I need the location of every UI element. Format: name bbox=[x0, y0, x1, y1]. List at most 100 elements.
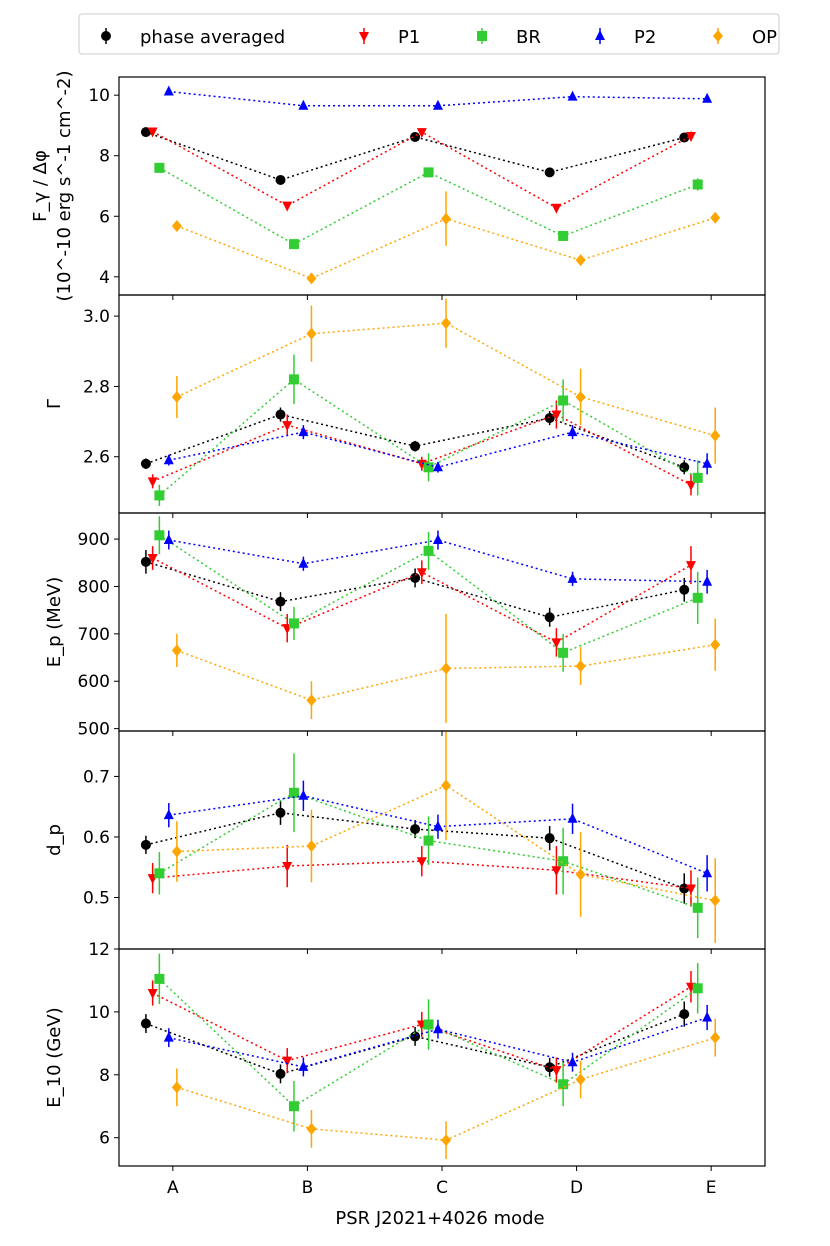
data-point bbox=[692, 902, 703, 913]
data-point bbox=[702, 457, 713, 468]
data-point bbox=[685, 561, 696, 572]
data-point bbox=[306, 1122, 317, 1135]
series-p2 bbox=[163, 425, 713, 475]
data-point bbox=[558, 856, 569, 867]
data-point bbox=[432, 820, 443, 831]
data-point bbox=[423, 167, 434, 178]
data-point bbox=[423, 545, 434, 556]
series-line bbox=[152, 130, 692, 209]
data-point bbox=[551, 410, 562, 421]
data-point bbox=[140, 556, 151, 567]
series-line bbox=[168, 90, 708, 107]
data-point bbox=[140, 458, 151, 469]
data-point bbox=[685, 884, 696, 895]
y-axis-label: d_p bbox=[44, 824, 65, 856]
y-tick-label: 800 bbox=[78, 577, 110, 597]
series-op bbox=[171, 613, 721, 723]
y-tick-label: 6 bbox=[99, 1129, 110, 1149]
data-point bbox=[679, 462, 690, 473]
legend-entry-0: phase averaged bbox=[101, 27, 285, 48]
y-axis-label: F_γ / Δφ bbox=[30, 150, 51, 222]
data-point bbox=[702, 575, 713, 586]
data-point bbox=[288, 618, 299, 629]
series-line bbox=[145, 131, 685, 181]
data-point bbox=[423, 835, 434, 846]
data-point bbox=[154, 973, 165, 984]
data-point bbox=[567, 426, 578, 437]
data-point bbox=[147, 989, 158, 1000]
data-point bbox=[275, 409, 286, 420]
data-point bbox=[154, 530, 165, 541]
data-point bbox=[575, 868, 586, 881]
series-p1 bbox=[147, 971, 696, 1083]
series-line bbox=[152, 557, 692, 644]
y-tick-label: 12 bbox=[88, 940, 110, 960]
data-point bbox=[551, 1066, 562, 1077]
panel-frame bbox=[118, 512, 766, 732]
data-point bbox=[282, 1056, 293, 1067]
data-point bbox=[171, 1081, 182, 1094]
panel-3: 0.5 0.6 0.7 d_p bbox=[44, 730, 766, 954]
data-point bbox=[306, 694, 317, 707]
series-line bbox=[145, 811, 685, 890]
data-point bbox=[154, 868, 165, 879]
data-point bbox=[692, 472, 703, 483]
legend: phase averaged P1 BR P2 OP bbox=[78, 13, 780, 55]
data-point bbox=[551, 638, 562, 649]
data-point bbox=[575, 254, 586, 267]
y-tick-label: 10 bbox=[88, 1003, 110, 1023]
data-point bbox=[558, 647, 569, 658]
y-tick-label: 700 bbox=[78, 625, 110, 645]
data-point bbox=[551, 203, 562, 214]
data-point bbox=[432, 461, 443, 472]
series-p2 bbox=[163, 530, 713, 594]
y-tick-label: 600 bbox=[78, 672, 110, 692]
series-p2 bbox=[163, 85, 713, 110]
series-p1 bbox=[147, 127, 696, 214]
legend-label: phase averaged bbox=[140, 27, 285, 48]
data-point bbox=[163, 454, 174, 465]
data-point bbox=[416, 568, 427, 579]
y-tick-label: 6 bbox=[99, 207, 110, 227]
legend-label: BR bbox=[516, 27, 541, 48]
series-phase-averaged bbox=[140, 127, 690, 185]
data-point bbox=[171, 644, 182, 657]
data-point bbox=[679, 584, 690, 595]
data-point bbox=[558, 1079, 569, 1090]
series-line bbox=[158, 978, 699, 1108]
data-point bbox=[544, 167, 555, 178]
series-line bbox=[168, 539, 708, 583]
data-point bbox=[282, 862, 293, 873]
series-line bbox=[145, 1013, 685, 1075]
y-tick-label: 900 bbox=[78, 530, 110, 550]
series-line bbox=[159, 167, 698, 245]
data-point bbox=[147, 127, 158, 138]
series-line bbox=[158, 534, 698, 654]
series-line bbox=[168, 1016, 708, 1068]
data-point bbox=[441, 662, 452, 675]
data-point bbox=[544, 413, 555, 424]
data-point bbox=[306, 272, 317, 285]
legend-label: OP bbox=[752, 27, 777, 48]
data-point bbox=[679, 1009, 690, 1020]
data-point bbox=[702, 92, 713, 103]
series-br bbox=[154, 516, 703, 672]
data-point bbox=[306, 327, 317, 340]
data-point bbox=[163, 85, 174, 96]
y-tick-label: 8 bbox=[99, 147, 110, 167]
legend-label: P1 bbox=[398, 27, 420, 48]
data-point bbox=[567, 90, 578, 101]
series-br bbox=[154, 162, 703, 250]
panel-2: 500 600 700 800 900 E_p (MeV) bbox=[44, 512, 766, 740]
series-phase-averaged bbox=[140, 1001, 690, 1084]
data-point bbox=[575, 660, 586, 673]
series-line bbox=[168, 795, 708, 875]
data-point bbox=[298, 99, 309, 110]
series-op bbox=[171, 731, 721, 943]
data-point bbox=[710, 638, 721, 651]
series-line bbox=[152, 860, 692, 890]
y-tick-label: 0.5 bbox=[83, 889, 110, 909]
data-point bbox=[410, 824, 421, 835]
series-line bbox=[158, 378, 699, 496]
